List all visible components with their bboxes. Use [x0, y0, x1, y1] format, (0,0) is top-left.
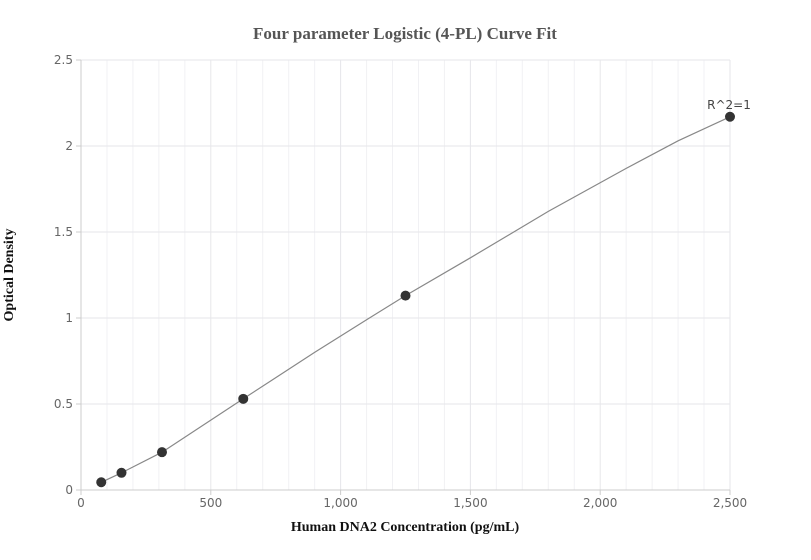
y-tick-label: 2	[65, 139, 73, 153]
data-points	[96, 111, 735, 488]
y-tick-label: 0.5	[54, 397, 73, 411]
fit-curve-layer	[100, 116, 731, 483]
x-tick-label: 500	[199, 496, 222, 510]
data-point	[400, 290, 411, 301]
data-point	[96, 477, 107, 488]
x-tick-label: 1,500	[453, 496, 487, 510]
x-axis-title: Human DNA2 Concentration (pg/mL)	[291, 520, 520, 535]
data-point	[116, 467, 127, 478]
fit-curve-line	[100, 116, 731, 483]
axes: 0 500 1,000 1,500 2,000 2,500 0 0.5 1 1.5 2 2.5	[54, 53, 747, 510]
x-tick-label: 1,000	[323, 496, 357, 510]
chart-title: Four parameter Logistic (4-PL) Curve Fit	[253, 24, 557, 43]
data-point	[156, 447, 167, 458]
y-tick-label: 2.5	[54, 53, 73, 67]
data-point	[238, 393, 249, 404]
x-tick-label: 2,000	[583, 496, 617, 510]
data-point	[725, 111, 735, 122]
y-tick-label: 0	[65, 483, 73, 497]
r-squared-annotation: R^2=1	[707, 98, 751, 112]
y-tick-label: 1.5	[54, 225, 73, 239]
y-tick-label: 1	[65, 311, 73, 325]
y-axis-title: Optical Density	[2, 229, 17, 322]
x-tick-label: 0	[77, 496, 85, 510]
grid	[81, 59, 731, 490]
x-tick-label: 2,500	[713, 496, 747, 510]
